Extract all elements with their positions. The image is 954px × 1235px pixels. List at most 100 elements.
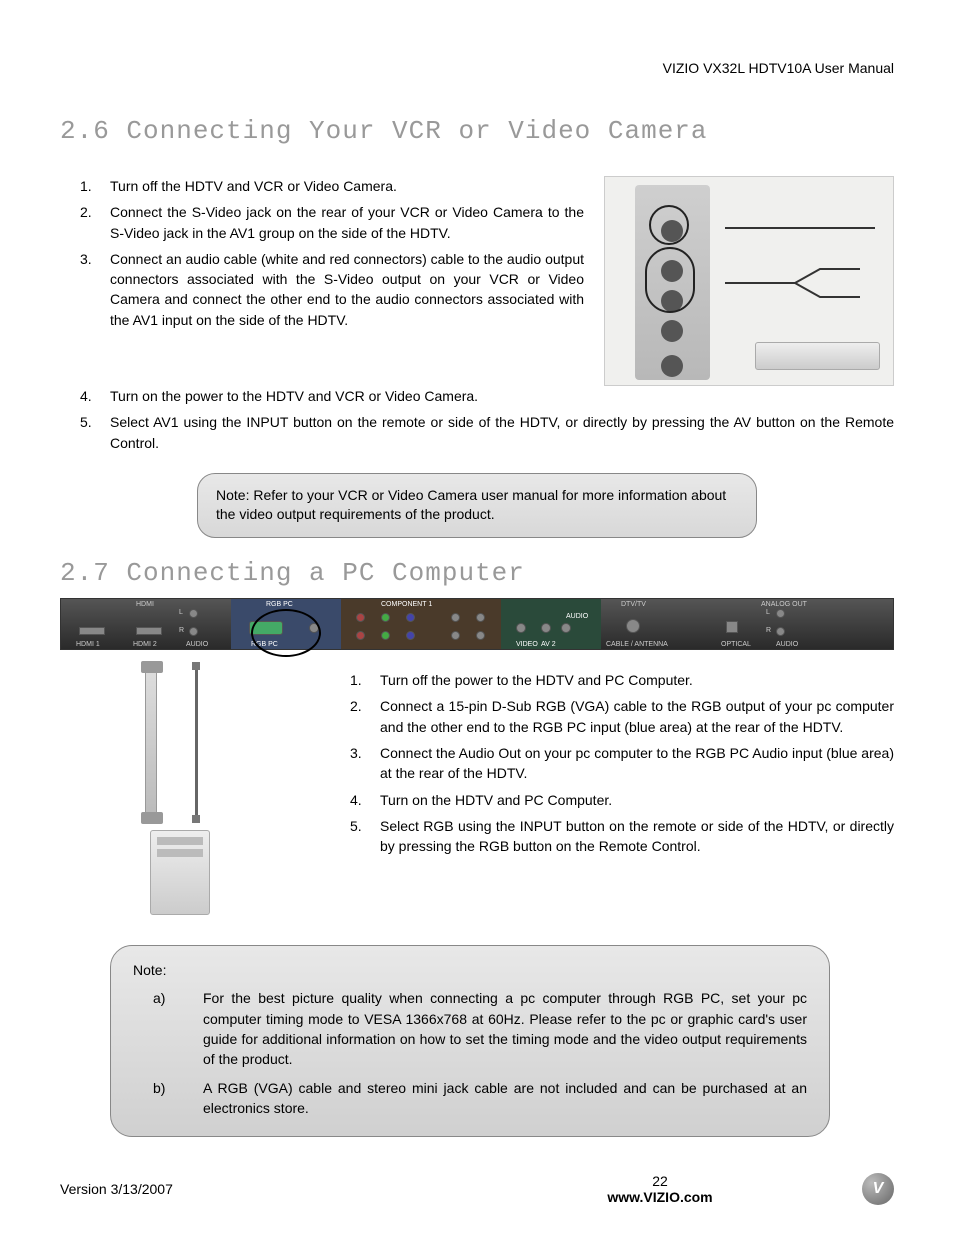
step-item: 5. Select AV1 using the INPUT button on … <box>60 412 894 453</box>
step-text: Select AV1 using the INPUT button on the… <box>110 412 894 453</box>
step-number: 4. <box>60 386 110 406</box>
note-text: For the best picture quality when connec… <box>203 988 807 1069</box>
step-item: 1. Turn off the HDTV and VCR or Video Ca… <box>60 176 584 196</box>
note-letter: a) <box>133 988 203 1069</box>
component-audio-icon <box>451 613 460 622</box>
step-text: Turn on the HDTV and PC Computer. <box>380 790 894 810</box>
audio-highlight-oval-icon <box>645 247 695 313</box>
steps-2-6-rest: 4. Turn on the power to the HDTV and VCR… <box>60 386 894 453</box>
pc-connection-diagram <box>60 670 320 920</box>
rp-label-hdmi: HDMI <box>136 601 154 608</box>
section-2-7-title: 2.7 Connecting a PC Computer <box>60 558 894 588</box>
rp-label-audio2: AUDIO <box>566 613 588 620</box>
rp-label-video: VIDEO <box>516 641 538 648</box>
step-text: Connect an audio cable (white and red co… <box>110 249 584 330</box>
component-audio-icon <box>476 631 485 640</box>
component-port-icon <box>381 631 390 640</box>
antenna-port-icon <box>626 619 640 633</box>
pc-tower-icon <box>150 830 210 915</box>
step-item: 5. Select RGB using the INPUT button on … <box>340 816 894 857</box>
rear-panel-diagram: HDMI HDMI 1 HDMI 2 AUDIO L R RGB PC RGB … <box>60 598 894 650</box>
step-item: 1. Turn off the power to the HDTV and PC… <box>340 670 894 690</box>
note-box-2-7: Note: a) For the best picture quality wh… <box>110 945 830 1137</box>
footer-logo-wrap: V <box>860 1173 894 1205</box>
step-number: 2. <box>340 696 380 737</box>
audio-jack-icon <box>192 815 200 823</box>
hdmi2-port-icon <box>136 627 162 635</box>
vga-connector-icon <box>141 661 163 673</box>
rp-label-audio3: AUDIO <box>776 641 798 648</box>
manual-title-header: VIZIO VX32L HDTV10A User Manual <box>60 60 894 76</box>
vcr-device-icon <box>755 342 880 370</box>
note-item: a) For the best picture quality when con… <box>133 988 807 1069</box>
audio-cable-icon <box>725 282 765 284</box>
rp-label-av2: AV 2 <box>541 641 556 648</box>
analog-r-port-icon <box>776 627 785 636</box>
step-number: 2. <box>60 202 110 243</box>
page-footer: Version 3/13/2007 22 www.VIZIO.com V <box>60 1173 894 1205</box>
section-2-7-content: 1. Turn off the power to the HDTV and PC… <box>60 670 894 920</box>
note-box-2-6: Note: Refer to your VCR or Video Camera … <box>197 473 757 538</box>
optical-port-icon <box>726 621 738 633</box>
rp-label-l2: L <box>766 609 770 616</box>
step-text: Turn off the HDTV and VCR or Video Camer… <box>110 176 584 196</box>
note-title: Note: <box>133 960 807 980</box>
hdmi1-port-icon <box>79 627 105 635</box>
rp-label-audio: AUDIO <box>186 641 208 648</box>
component-port-icon <box>356 631 365 640</box>
audio-jack-icon <box>192 662 200 670</box>
section-2-6-content: 1. Turn off the HDTV and VCR or Video Ca… <box>60 176 894 386</box>
rp-label-hdmi1: HDMI 1 <box>76 641 100 648</box>
rp-label-rgbpc: RGB PC <box>266 601 293 608</box>
steps-2-6-partial: 1. Turn off the HDTV and VCR or Video Ca… <box>60 176 584 336</box>
component-port-icon <box>356 613 365 622</box>
vga-cable-icon <box>145 670 157 815</box>
step-item: 3. Connect the Audio Out on your pc comp… <box>340 743 894 784</box>
step-text: Turn off the power to the HDTV and PC Co… <box>380 670 894 690</box>
note-letter: b) <box>133 1078 203 1119</box>
step-number: 5. <box>340 816 380 857</box>
rp-label-dtvtv: DTV/TV <box>621 601 646 608</box>
step-item: 4. Turn on the power to the HDTV and VCR… <box>60 386 894 406</box>
step-text: Turn on the power to the HDTV and VCR or… <box>110 386 894 406</box>
step-item: 2. Connect the S-Video jack on the rear … <box>60 202 584 243</box>
rp-label-component: COMPONENT 1 <box>381 601 432 608</box>
section-2-6-title: 2.6 Connecting Your VCR or Video Camera <box>60 116 894 146</box>
footer-center: 22 www.VIZIO.com <box>460 1173 860 1205</box>
rp-label-analog: ANALOG OUT <box>761 601 807 608</box>
footer-version: Version 3/13/2007 <box>60 1181 460 1197</box>
component-audio-icon <box>451 631 460 640</box>
rp-label-r: R <box>179 627 184 634</box>
step-number: 5. <box>60 412 110 453</box>
note-text: A RGB (VGA) cable and stereo mini jack c… <box>203 1078 807 1119</box>
footer-page-number: 22 <box>652 1173 668 1189</box>
step-text: Select RGB using the INPUT button on the… <box>380 816 894 857</box>
audio-split-cable-icon <box>765 265 875 301</box>
rp-label-l: L <box>179 609 183 616</box>
step-item: 4. Turn on the HDTV and PC Computer. <box>340 790 894 810</box>
rp-label-cable: CABLE / ANTENNA <box>606 641 668 648</box>
analog-l-port-icon <box>776 609 785 618</box>
pc-drive-bay-icon <box>157 849 203 857</box>
headphone-port-icon <box>661 355 683 377</box>
rgbpc-highlight-circle-icon <box>251 609 321 657</box>
step-number: 4. <box>340 790 380 810</box>
step-number: 3. <box>340 743 380 784</box>
rp-label-hdmi2: HDMI 2 <box>133 641 157 648</box>
note-item: b) A RGB (VGA) cable and stereo mini jac… <box>133 1078 807 1119</box>
audio-cable-icon <box>195 670 198 815</box>
audio-r-port-icon <box>189 627 198 636</box>
rp-label-r2: R <box>766 627 771 634</box>
vcr-connection-diagram <box>604 176 894 386</box>
step-number: 3. <box>60 249 110 330</box>
step-number: 1. <box>340 670 380 690</box>
step-text: Connect the S-Video jack on the rear of … <box>110 202 584 243</box>
svideo-cable-icon <box>725 227 875 229</box>
step-item: 3. Connect an audio cable (white and red… <box>60 249 584 330</box>
step-number: 1. <box>60 176 110 196</box>
vga-connector-icon <box>141 812 163 824</box>
svideo-highlight-circle-icon <box>649 205 689 245</box>
vizio-logo-icon: V <box>862 1173 894 1205</box>
step-item: 2. Connect a 15-pin D-Sub RGB (VGA) cabl… <box>340 696 894 737</box>
component-port-icon <box>406 631 415 640</box>
